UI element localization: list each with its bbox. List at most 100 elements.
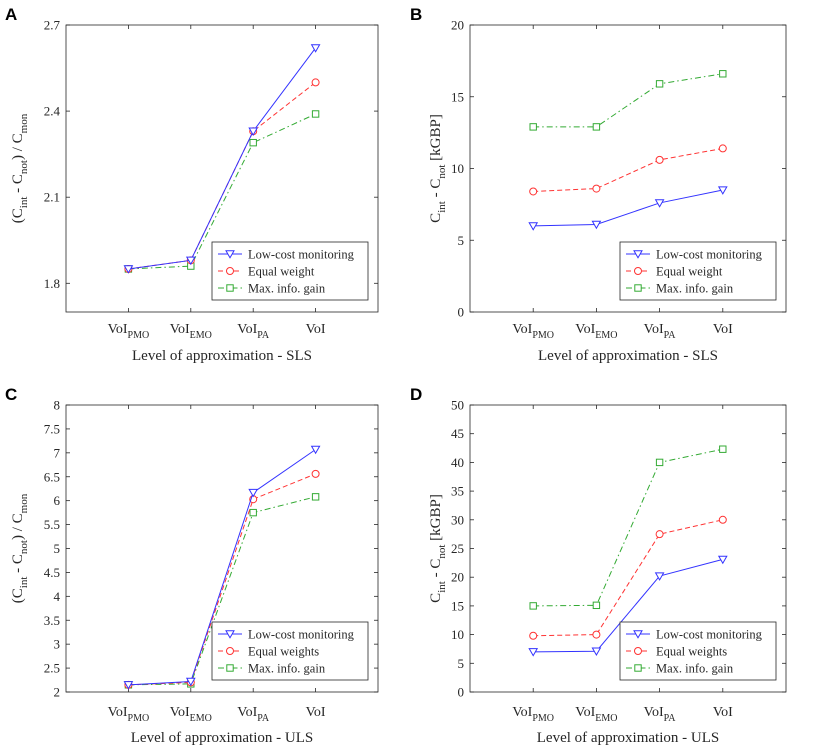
x-tick-label-base: VoI — [306, 705, 326, 720]
data-point — [718, 515, 727, 524]
y-tick-label: 3.5 — [44, 613, 60, 628]
data-point — [528, 648, 539, 657]
legend-marker — [225, 250, 235, 259]
y-label-sub: mon — [18, 113, 30, 133]
y-tick-label: 0 — [458, 685, 465, 700]
legend-marker — [634, 284, 642, 292]
y-tick-label: 7.5 — [44, 421, 60, 436]
data-point — [529, 602, 537, 610]
data-point — [719, 70, 727, 78]
y-label-sub: int — [436, 201, 448, 213]
y-tick-label: 7 — [54, 445, 61, 460]
y-tick-label: 2.1 — [44, 190, 60, 205]
series-max-info-gain — [529, 70, 727, 131]
y-label-part: - C — [10, 554, 26, 577]
y-label-part: C — [428, 593, 444, 603]
legend-label: Equal weight — [656, 265, 723, 279]
legend: Low-cost monitoring Equal weight Max. info… — [619, 241, 777, 301]
data-point — [718, 144, 727, 153]
series-line — [128, 496, 316, 686]
y-tick-label: 20 — [451, 570, 464, 585]
x-tick-label: VoIPA — [644, 322, 677, 341]
x-tick-label-base: VoI — [713, 705, 733, 720]
y-tick-label: 30 — [451, 512, 464, 527]
x-tick-label-base: VoI — [108, 705, 128, 720]
y-label-sub: int — [436, 581, 448, 593]
data-point — [185, 256, 196, 266]
x-tick-label-sub: PMO — [128, 330, 150, 341]
x-tick-label-base: VoI — [170, 322, 190, 337]
x-tick-label-base: VoI — [170, 705, 190, 720]
legend-marker — [226, 284, 234, 292]
data-point — [529, 123, 537, 131]
series-line — [533, 73, 723, 128]
x-tick-label-base: VoI — [237, 705, 257, 720]
data-point — [592, 123, 601, 131]
y-tick-label: 4.5 — [44, 565, 60, 580]
x-tick-label-base: VoI — [644, 705, 664, 720]
x-tick-label: VoI — [713, 322, 733, 337]
legend-label: Max. info. gain — [248, 662, 326, 676]
x-tick-label-sub: PMO — [532, 330, 554, 341]
data-point — [592, 184, 601, 193]
data-point — [591, 647, 602, 657]
data-point — [592, 601, 601, 610]
series-low-cost-monitoring — [528, 555, 728, 657]
y-tick-label: 45 — [451, 426, 464, 441]
series-low-cost-monitoring — [528, 186, 728, 231]
data-point — [311, 110, 320, 118]
data-point — [311, 493, 320, 501]
legend: Low-cost monitoring Equal weights Max. inf… — [619, 621, 777, 681]
x-tick-label: VoI — [306, 322, 326, 337]
y-tick-label: 6 — [54, 493, 61, 508]
x-tick-label: VoI — [306, 705, 326, 720]
x-tick-label-sub: PA — [257, 330, 270, 341]
y-tick-label: 40 — [451, 455, 464, 470]
x-tick-label-sub: PMO — [128, 713, 150, 724]
x-tick-label-base: VoI — [237, 322, 257, 337]
legend-label: Low-cost monitoring — [248, 628, 355, 642]
legend-label: Low-cost monitoring — [656, 248, 763, 262]
y-label-part: - C — [428, 559, 444, 582]
data-point — [310, 44, 321, 53]
x-tick-label: VoIEMO — [575, 705, 617, 724]
y-label-sub: not — [436, 165, 448, 179]
x-tick-label-base: VoI — [644, 322, 664, 337]
y-tick-label: 35 — [451, 484, 464, 499]
y-tick-label: 5 — [458, 233, 465, 248]
data-point — [717, 186, 728, 195]
legend-label: Max. info. gain — [656, 662, 734, 676]
series-line — [128, 82, 316, 270]
data-point — [529, 187, 538, 196]
legend-label: Equal weight — [248, 265, 315, 279]
data-point — [528, 222, 539, 231]
panel-letter: D — [410, 385, 422, 404]
y-tick-label: 25 — [451, 541, 464, 556]
data-point — [717, 555, 728, 565]
data-point — [123, 265, 134, 274]
x-tick-label-base: VoI — [713, 322, 733, 337]
series-line — [128, 47, 317, 270]
data-point — [248, 127, 259, 136]
plot-frame — [65, 24, 379, 313]
legend-label: Equal weights — [656, 645, 727, 659]
y-label-part: (C — [10, 208, 26, 223]
y-tick-label: 2.4 — [44, 104, 61, 119]
series-line — [533, 448, 723, 607]
panel-letter: B — [410, 5, 422, 24]
panel-letter: A — [5, 5, 17, 24]
legend: Low-cost monitoring Equal weight Max. info… — [211, 241, 369, 301]
x-tick-label-sub: EMO — [595, 713, 617, 724]
data-point — [249, 508, 257, 517]
x-tick-label: VoIPMO — [108, 322, 150, 341]
y-tick-label: 4 — [54, 589, 61, 604]
x-axis-label: Level of approximation - SLS — [132, 348, 312, 364]
legend-marker — [226, 647, 234, 655]
x-tick-label: VoIEMO — [170, 322, 212, 341]
y-label-part: C — [428, 213, 444, 223]
series-equal-weight — [529, 144, 727, 196]
